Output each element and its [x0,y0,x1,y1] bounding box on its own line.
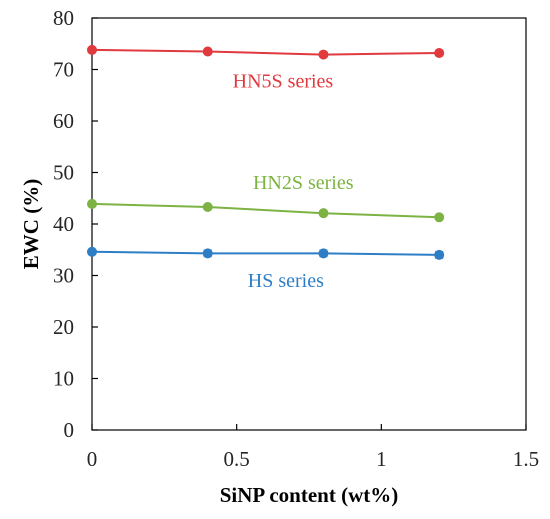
hs-series-point [318,248,329,259]
hn2s-series-point [318,208,329,219]
x-tick-label: 0.5 [224,447,250,471]
hn5s-series-line [91,48,440,56]
hn2s-series-point [87,198,97,209]
y-tick-label: 60 [53,109,74,133]
hn5s-series-point [318,49,329,60]
x-tick-label: 1 [376,447,387,471]
hs-series-point [202,248,213,259]
series-layer [87,44,445,260]
hs-series-line [91,250,440,256]
x-tick-label: 1.5 [513,447,539,471]
series-labels: HN5S series HN2S series HS series [233,71,354,292]
hs-series-point [87,246,97,257]
hs-series-label: HS series [248,270,324,292]
y-tick-label: 10 [53,367,74,391]
y-tick-label: 0 [64,418,75,442]
x-tick-label: 0 [87,447,98,471]
y-tick-label: 30 [53,264,74,288]
hn5s-series-point [434,48,445,59]
hs-series-point [434,249,445,260]
x-axis-ticks: 0 0.5 1 1.5 [87,424,539,471]
y-axis-ticks: 0 10 20 30 40 50 60 70 80 [53,6,98,442]
y-tick-label: 70 [53,58,74,82]
y-tick-label: 40 [53,212,74,236]
hn5s-series-point [87,44,97,55]
hn5s-series-point [202,46,213,57]
x-axis-title: SiNP content (wt%) [220,483,398,507]
hn2s-series-point [202,202,213,213]
hn5s-series-label: HN5S series [233,71,334,93]
y-tick-label: 80 [53,6,74,30]
y-tick-label: 20 [53,315,74,339]
hn2s-series-point [434,212,445,223]
y-axis-title: EWC (%) [19,179,43,269]
hn2s-series-line [91,202,440,219]
y-tick-label: 50 [53,161,74,185]
hn2s-series-label: HN2S series [253,172,354,194]
